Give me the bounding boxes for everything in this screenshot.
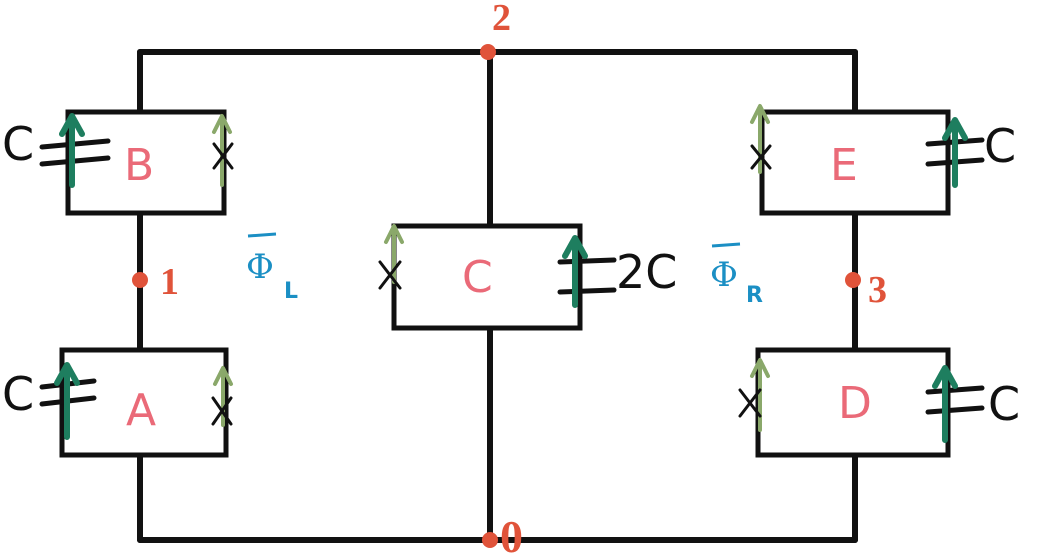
node-3-dot bbox=[845, 272, 861, 288]
flux-right-overbar bbox=[712, 244, 740, 246]
node-2-label: 2 bbox=[492, 0, 511, 39]
element-b: B C bbox=[2, 112, 232, 213]
node-1-dot bbox=[132, 272, 148, 288]
element-d-label: D bbox=[838, 378, 872, 429]
node-0-label: 0 bbox=[500, 511, 523, 557]
flux-right-symbol: Φ bbox=[710, 255, 738, 295]
element-c: C 2C bbox=[380, 226, 677, 328]
flux-left-subscript: L bbox=[284, 279, 298, 304]
element-c-label: C bbox=[462, 252, 493, 303]
element-c-capacitance: 2C bbox=[616, 245, 677, 299]
element-d: D C bbox=[740, 350, 1020, 455]
element-a-capacitance: C bbox=[2, 367, 34, 421]
flux-right-subscript: R bbox=[746, 283, 763, 308]
element-a: A C bbox=[2, 350, 231, 455]
flux-right: Φ R bbox=[710, 244, 763, 308]
node-2-dot bbox=[480, 44, 496, 60]
flux-left-symbol: Φ bbox=[246, 247, 274, 287]
node-0-dot bbox=[482, 532, 498, 548]
element-e-capacitance: C bbox=[984, 119, 1016, 173]
node-3-label: 3 bbox=[868, 269, 887, 311]
element-b-label: B bbox=[124, 140, 154, 191]
flux-left-overbar bbox=[248, 234, 276, 236]
element-e: E C bbox=[752, 106, 1016, 213]
element-a-label: A bbox=[126, 385, 156, 436]
element-b-capacitance: C bbox=[2, 117, 34, 171]
flux-left: Φ L bbox=[246, 234, 298, 304]
node-1-label: 1 bbox=[160, 261, 179, 303]
element-d-capacitance: C bbox=[988, 377, 1020, 431]
element-e-label: E bbox=[830, 140, 858, 191]
